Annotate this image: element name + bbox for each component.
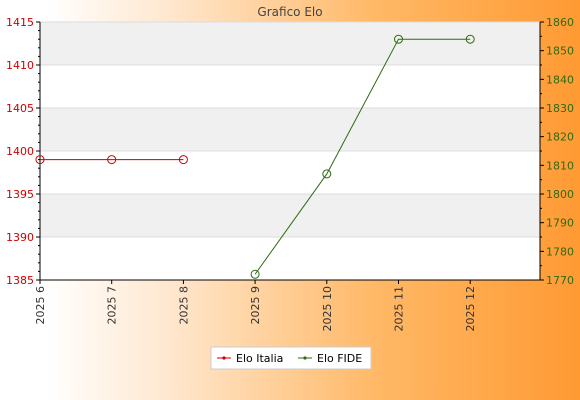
left-tick-label: 1405 — [6, 102, 34, 115]
data-point — [465, 34, 475, 44]
data-point — [394, 34, 403, 44]
legend-label: Elo FIDE — [317, 352, 362, 365]
x-tick-label: 2025 8 — [177, 286, 190, 325]
left-tick-label: 1395 — [6, 188, 34, 201]
axes: 1385 1390 1395 1400 1405 1410 1415 1770 1780 1790… — [6, 16, 574, 332]
left-tick-label: 1390 — [6, 231, 34, 244]
x-tick-label: 2025 11 — [393, 286, 406, 332]
right-tick-label: 1830 — [546, 102, 574, 115]
series-line — [254, 38, 471, 275]
x-tick-label: 2025 6 — [34, 286, 47, 325]
x-tick-label: 2025 7 — [106, 286, 119, 325]
legend-swatch-marker — [303, 356, 307, 360]
left-tick-label: 1385 — [6, 274, 34, 287]
plot-band — [40, 194, 540, 237]
series-layer — [35, 34, 475, 279]
data-point — [107, 155, 117, 165]
right-tick-label: 1820 — [546, 131, 574, 144]
right-tick-label: 1780 — [546, 245, 574, 258]
right-tick-label: 1850 — [546, 45, 574, 58]
data-point — [322, 169, 332, 179]
legend: Elo Italia Elo FIDE — [210, 346, 372, 370]
series-elo-italia — [35, 155, 188, 165]
plot-band — [40, 108, 540, 151]
left-tick-label: 1410 — [6, 59, 34, 72]
chart-title: Grafico Elo — [257, 5, 322, 19]
data-point — [178, 155, 188, 165]
left-tick-label: 1415 — [6, 16, 34, 29]
legend-box — [210, 346, 372, 370]
right-tick-label: 1790 — [546, 217, 574, 230]
right-tick-label: 1810 — [546, 159, 574, 172]
left-tick-label: 1400 — [6, 145, 34, 158]
x-tick-label: 2025 12 — [464, 286, 477, 332]
legend-label: Elo Italia — [236, 352, 283, 365]
right-tick-label: 1860 — [546, 16, 574, 29]
right-tick-label: 1840 — [546, 73, 574, 86]
series-elo-fide — [250, 34, 475, 279]
x-tick-label: 2025 9 — [249, 286, 262, 325]
data-point — [35, 155, 45, 165]
right-tick-label: 1800 — [546, 188, 574, 201]
plot-band — [40, 22, 540, 65]
x-tick-label: 2025 10 — [321, 286, 334, 332]
legend-swatch-marker — [222, 356, 226, 360]
data-point — [250, 269, 260, 279]
right-tick-label: 1770 — [546, 274, 574, 287]
